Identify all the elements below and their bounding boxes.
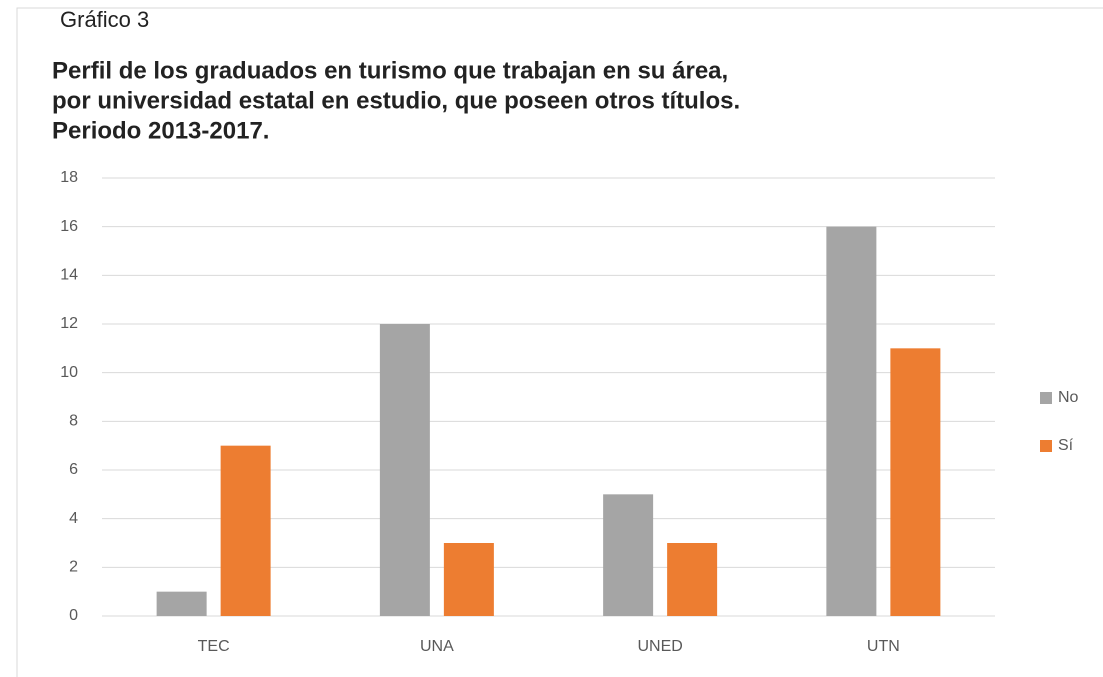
y-tick-label: 2 [69, 559, 78, 576]
bar [890, 348, 941, 616]
legend-label: Sí [1058, 437, 1074, 454]
legend-label: No [1058, 389, 1079, 406]
legend-swatch [1040, 440, 1052, 452]
y-tick-label: 12 [60, 315, 78, 332]
y-tick-label: 10 [60, 364, 78, 381]
chart-title: Perfil de los graduados en turismo que t… [52, 57, 728, 84]
y-tick-label: 6 [69, 461, 78, 478]
bar [156, 591, 207, 616]
bar [826, 226, 877, 616]
x-tick-label: UNA [420, 638, 454, 655]
x-tick-label: UTN [867, 638, 900, 655]
y-tick-label: 14 [60, 267, 78, 284]
y-tick-label: 8 [69, 413, 78, 430]
bar [220, 445, 271, 616]
chart-label: Gráfico 3 [60, 7, 149, 32]
bar [379, 324, 430, 616]
x-tick-label: TEC [198, 638, 230, 655]
frame [16, 7, 1103, 677]
chart-title: Periodo 2013-2017. [52, 117, 269, 144]
chart-title: por universidad estatal en estudio, que … [52, 87, 740, 114]
y-tick-label: 16 [60, 218, 78, 235]
bar [667, 543, 718, 616]
y-tick-label: 4 [69, 510, 78, 527]
bar [603, 494, 654, 616]
y-tick-label: 0 [69, 607, 78, 624]
bar [443, 543, 494, 616]
y-tick-label: 18 [60, 169, 78, 186]
legend-swatch [1040, 392, 1052, 404]
x-tick-label: UNED [637, 638, 682, 655]
